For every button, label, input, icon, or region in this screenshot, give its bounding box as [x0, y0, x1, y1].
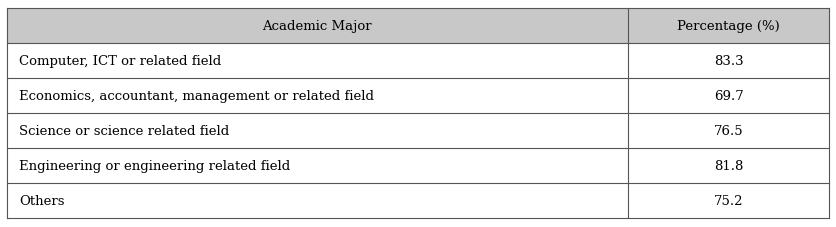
Text: 69.7: 69.7: [714, 90, 743, 103]
Text: Academic Major: Academic Major: [263, 20, 372, 33]
Text: Others: Others: [19, 194, 64, 207]
Bar: [7, 9, 829, 44]
Text: Engineering or engineering related field: Engineering or engineering related field: [19, 159, 290, 172]
Text: 76.5: 76.5: [714, 124, 743, 137]
Text: Economics, accountant, management or related field: Economics, accountant, management or rel…: [19, 90, 375, 103]
Text: 81.8: 81.8: [714, 159, 743, 172]
Text: Computer, ICT or related field: Computer, ICT or related field: [19, 55, 222, 68]
Text: 83.3: 83.3: [714, 55, 743, 68]
Text: Percentage (%): Percentage (%): [677, 20, 780, 33]
Text: Science or science related field: Science or science related field: [19, 124, 229, 137]
Text: 75.2: 75.2: [714, 194, 743, 207]
